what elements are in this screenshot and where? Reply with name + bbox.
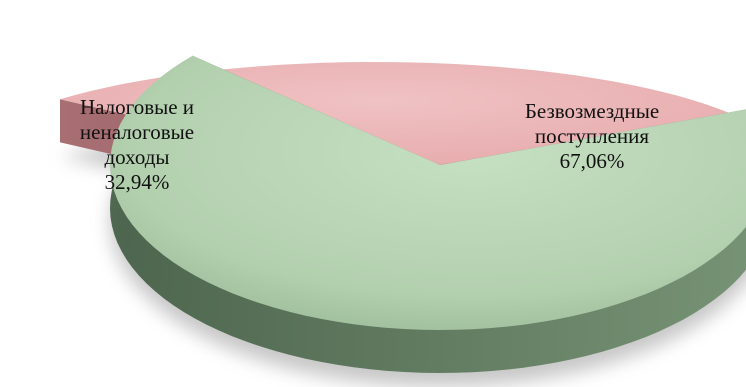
slice-label-tax-line-2: неналоговые [79, 120, 195, 144]
slice-label-tax-line-1: Налоговые и [79, 95, 195, 119]
pie-slices [60, 55, 746, 373]
slice-label-gratuitous-receipts: Безвозмездные поступления 67,06% [488, 99, 696, 174]
slice-label-tax-line-3: доходы [104, 145, 170, 169]
slice-label-tax-revenues: Налоговые и неналоговые доходы 32,94% [46, 95, 228, 195]
slice-value-tax: 32,94% [104, 170, 170, 194]
slice-label-gratuitous-line-1: Безвозмездные [524, 99, 660, 123]
slice-gratuitous-receipts [110, 55, 746, 330]
slice-value-gratuitous: 67,06% [559, 149, 625, 173]
slice-label-gratuitous-line-2: поступления [534, 124, 650, 148]
